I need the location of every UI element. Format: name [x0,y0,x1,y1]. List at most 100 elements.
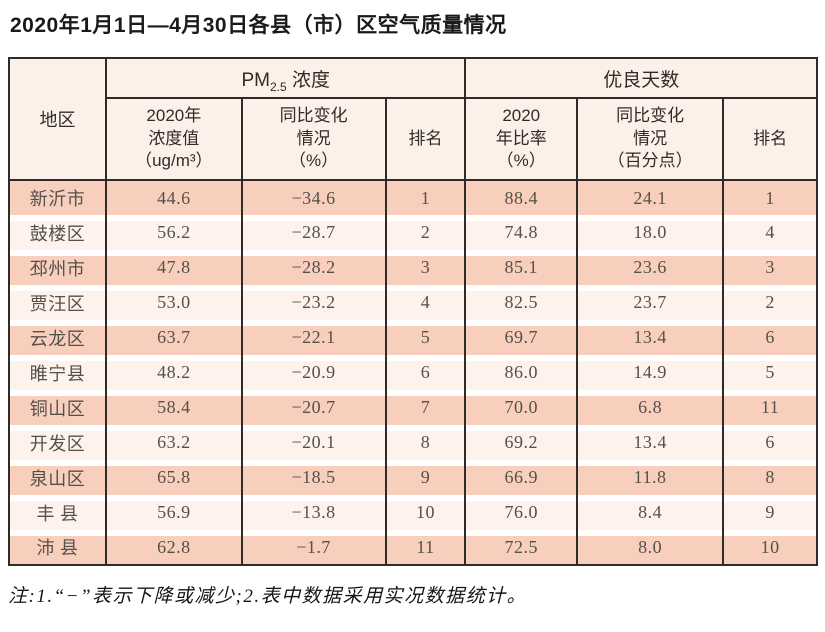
table-row: 丰 县 56.9 −13.8 10 76.0 8.4 9 [8,495,817,530]
cell-pm-value: 44.6 [104,180,242,215]
table-row: 铜山区 58.4 −20.7 7 70.0 6.8 11 [8,390,817,425]
cell-pm-change: −23.2 [240,285,386,320]
table-row: 新沂市 44.6 −34.6 1 88.4 24.1 1 [8,180,817,215]
header-sub-row: 2020年 浓度值 （ug/m³） 同比变化 情况 （%） 排名 2020 年比… [9,98,817,181]
cell-pm-change: −22.1 [240,320,386,355]
page-title: 2020年1月1日—4月30日各县（市）区空气质量情况 [10,14,507,37]
cell-pm-value: 63.2 [104,425,242,460]
cell-pm-rank: 9 [384,460,466,495]
cell-good-rank: 11 [722,390,817,425]
air-quality-table: 地区 PM2.5 浓度 优良天数 2020年 浓度值 （ug/m³） 同比变化 … [8,57,818,566]
cell-good-rank: 5 [722,355,817,390]
pm25-label-suffix: 浓度 [286,69,330,91]
header-pm-change: 同比变化 情况 （%） [240,98,386,181]
table-row: 邳州市 47.8 −28.2 3 85.1 23.6 3 [8,250,817,285]
cell-good-change: 8.0 [575,530,724,565]
page: 2020年1月1日—4月30日各县（市）区空气质量情况 地区 PM2.5 浓度 … [0,12,825,608]
cell-pm-rank: 8 [384,425,466,460]
cell-pm-rank: 6 [384,355,466,390]
cell-good-rank: 2 [722,285,817,320]
cell-good-ratio: 66.9 [464,460,577,495]
cell-good-change: 6.8 [575,390,724,425]
table-row: 鼓楼区 56.2 −28.7 2 74.8 18.0 4 [8,215,817,250]
cell-good-change: 23.7 [575,285,724,320]
cell-good-ratio: 69.2 [464,425,577,460]
cell-pm-change: −20.1 [240,425,386,460]
cell-pm-change: −20.9 [240,355,386,390]
cell-region: 开发区 [8,425,106,460]
cell-pm-value: 47.8 [104,250,242,285]
cell-region: 泉山区 [8,460,106,495]
table-row: 沛 县 62.8 −1.7 11 72.5 8.0 10 [8,530,817,565]
cell-pm-value: 56.2 [104,215,242,250]
cell-region: 邳州市 [8,250,106,285]
cell-good-rank: 6 [722,425,817,460]
cell-pm-value: 65.8 [104,460,242,495]
header-good-change: 同比变化 情况 （百分点） [575,98,724,181]
header-region: 地区 [8,58,106,181]
cell-pm-rank: 4 [384,285,466,320]
header-group-good-days: 优良天数 [464,58,817,99]
table-header: 地区 PM2.5 浓度 优良天数 2020年 浓度值 （ug/m³） 同比变化 … [8,58,817,181]
cell-pm-rank: 3 [384,250,466,285]
cell-good-rank: 1 [722,180,817,215]
cell-pm-rank: 5 [384,320,466,355]
cell-good-ratio: 70.0 [464,390,577,425]
header-group-pm25: PM2.5 浓度 [104,58,466,99]
cell-region: 云龙区 [8,320,106,355]
cell-good-ratio: 88.4 [464,180,577,215]
cell-good-rank: 4 [722,215,817,250]
cell-pm-change: −34.6 [240,180,386,215]
cell-pm-rank: 11 [384,530,466,565]
cell-pm-value: 63.7 [104,320,242,355]
cell-good-rank: 6 [722,320,817,355]
cell-good-change: 11.8 [575,460,724,495]
cell-pm-value: 48.2 [104,355,242,390]
cell-good-rank: 3 [722,250,817,285]
cell-good-ratio: 74.8 [464,215,577,250]
cell-good-change: 23.6 [575,250,724,285]
cell-pm-change: −20.7 [240,390,386,425]
cell-pm-change: −28.7 [240,215,386,250]
cell-pm-rank: 7 [384,390,466,425]
cell-good-ratio: 69.7 [464,320,577,355]
cell-pm-rank: 10 [384,495,466,530]
table-row: 开发区 63.2 −20.1 8 69.2 13.4 6 [8,425,817,460]
header-good-rank: 排名 [722,98,817,181]
table-row: 泉山区 65.8 −18.5 9 66.9 11.8 8 [8,460,817,495]
cell-good-ratio: 86.0 [464,355,577,390]
cell-pm-rank: 1 [384,180,466,215]
cell-good-ratio: 85.1 [464,250,577,285]
pm25-label-prefix: PM [241,69,270,91]
footnote: 注:1.“−”表示下降或减少;2.表中数据采用实况数据统计。 [8,586,528,607]
cell-pm-value: 58.4 [104,390,242,425]
cell-good-change: 8.4 [575,495,724,530]
cell-good-ratio: 82.5 [464,285,577,320]
cell-pm-rank: 2 [384,215,466,250]
cell-region: 铜山区 [8,390,106,425]
cell-region: 鼓楼区 [8,215,106,250]
cell-pm-change: −1.7 [240,530,386,565]
cell-good-ratio: 76.0 [464,495,577,530]
cell-pm-value: 62.8 [104,530,242,565]
cell-good-change: 13.4 [575,425,724,460]
header-pm-value: 2020年 浓度值 （ug/m³） [104,98,242,181]
cell-pm-change: −18.5 [240,460,386,495]
cell-pm-value: 53.0 [104,285,242,320]
cell-region: 丰 县 [8,495,106,530]
cell-good-rank: 8 [722,460,817,495]
cell-good-ratio: 72.5 [464,530,577,565]
cell-good-rank: 10 [722,530,817,565]
header-pm-rank: 排名 [384,98,466,181]
cell-pm-value: 56.9 [104,495,242,530]
cell-good-change: 18.0 [575,215,724,250]
cell-pm-change: −28.2 [240,250,386,285]
table-body: 新沂市 44.6 −34.6 1 88.4 24.1 1 鼓楼区 56.2 −28.7 2 74.8 1… [8,180,817,565]
table-row: 云龙区 63.7 −22.1 5 69.7 13.4 6 [8,320,817,355]
cell-region: 睢宁县 [8,355,106,390]
header-group-row: 地区 PM2.5 浓度 优良天数 [8,58,817,181]
cell-region: 贾汪区 [8,285,106,320]
cell-good-change: 14.9 [575,355,724,390]
cell-good-change: 24.1 [575,180,724,215]
cell-good-rank: 9 [722,495,817,530]
